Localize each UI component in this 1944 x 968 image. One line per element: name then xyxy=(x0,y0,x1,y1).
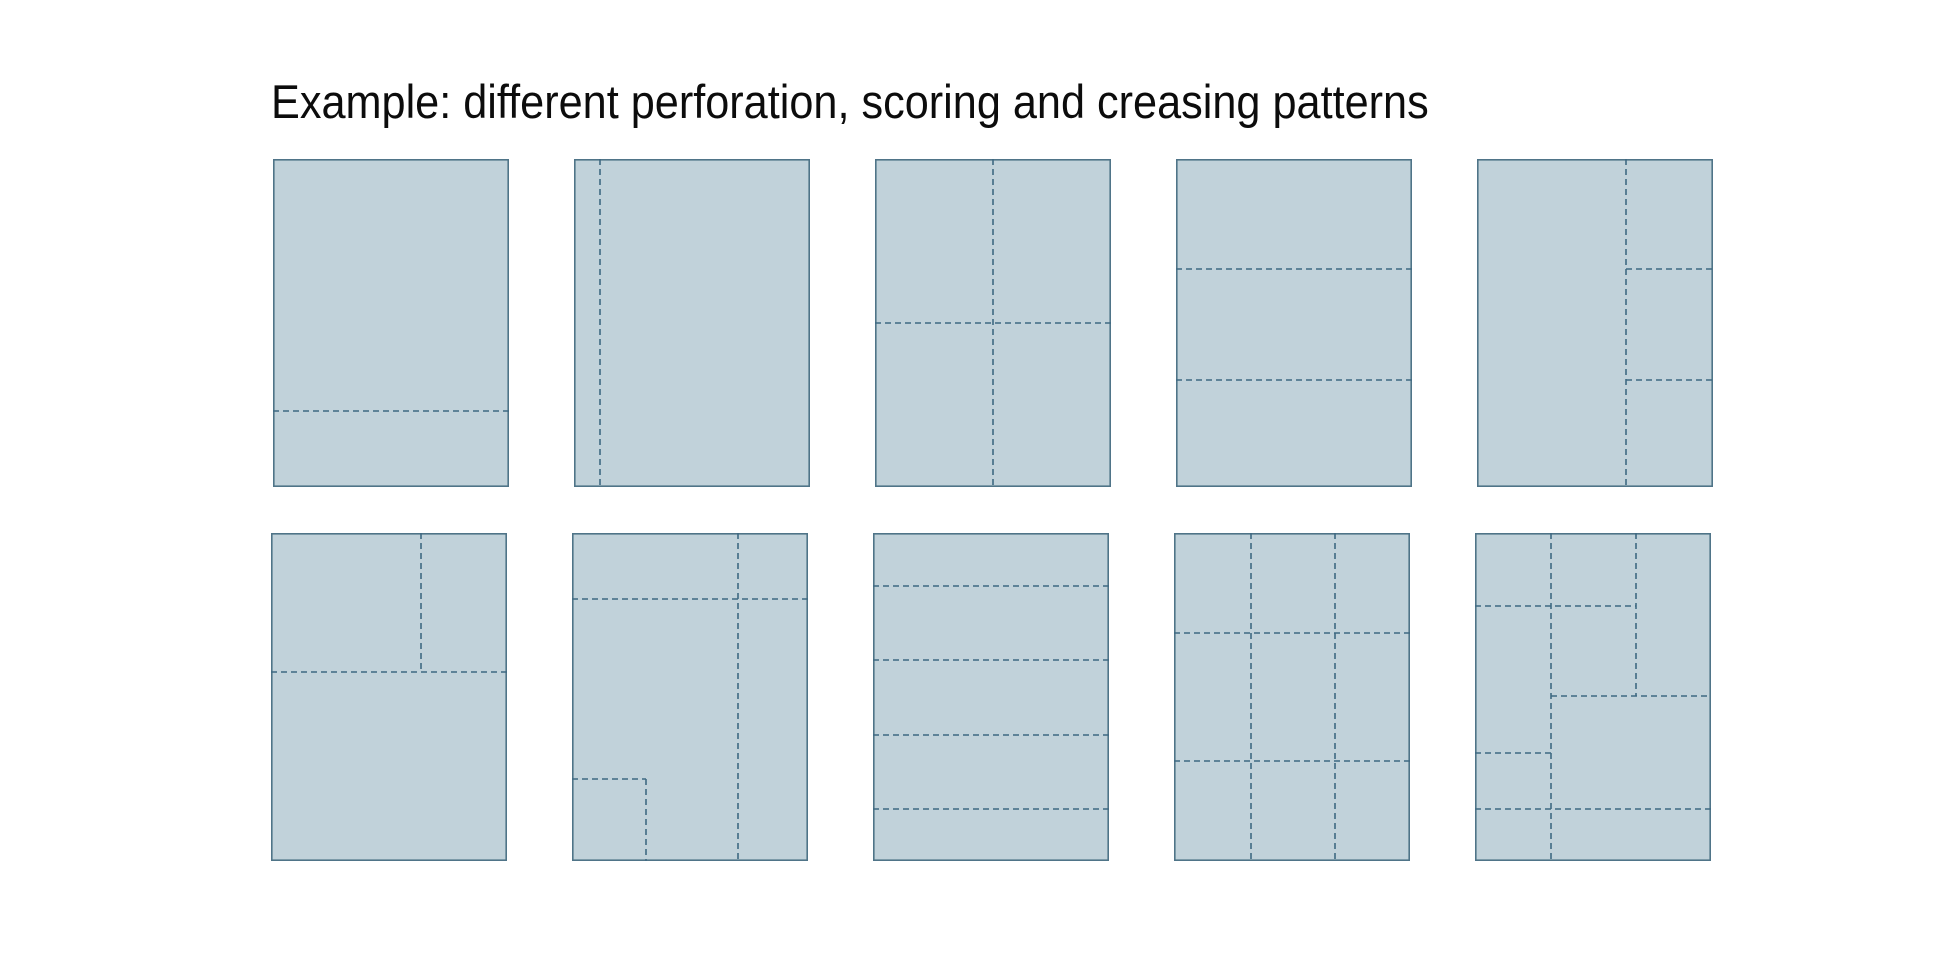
sheet-rectangle xyxy=(574,159,810,487)
sheet-rectangle xyxy=(1477,159,1713,487)
sheet-pattern-6 xyxy=(271,533,507,861)
pattern-2-drawing xyxy=(574,159,810,487)
pattern-10-drawing xyxy=(1475,533,1711,861)
page-title: Example: different perforation, scoring … xyxy=(271,75,1429,128)
sheet-pattern-8 xyxy=(873,533,1109,861)
sheet-pattern-2 xyxy=(574,159,810,487)
pattern-6-drawing xyxy=(271,533,507,861)
sheet-rectangle xyxy=(1176,159,1412,487)
pattern-5-drawing xyxy=(1477,159,1713,487)
pattern-7-drawing xyxy=(572,533,808,861)
sheet-pattern-5 xyxy=(1477,159,1713,487)
sheet-rectangle xyxy=(273,159,509,487)
sheet-rectangle xyxy=(873,533,1109,861)
sheet-rectangle xyxy=(271,533,507,861)
pattern-1-drawing xyxy=(273,159,509,487)
pattern-3-drawing xyxy=(875,159,1111,487)
sheet-rectangle xyxy=(1174,533,1410,861)
sheet-pattern-4 xyxy=(1176,159,1412,487)
sheet-pattern-10 xyxy=(1475,533,1711,861)
sheet-pattern-9 xyxy=(1174,533,1410,861)
sheet-pattern-7 xyxy=(572,533,808,861)
sheet-rectangle xyxy=(1475,533,1711,861)
pattern-8-drawing xyxy=(873,533,1109,861)
pattern-4-drawing xyxy=(1176,159,1412,487)
sheet-pattern-3 xyxy=(875,159,1111,487)
sheet-rectangle xyxy=(572,533,808,861)
sheet-pattern-1 xyxy=(273,159,509,487)
pattern-9-drawing xyxy=(1174,533,1410,861)
